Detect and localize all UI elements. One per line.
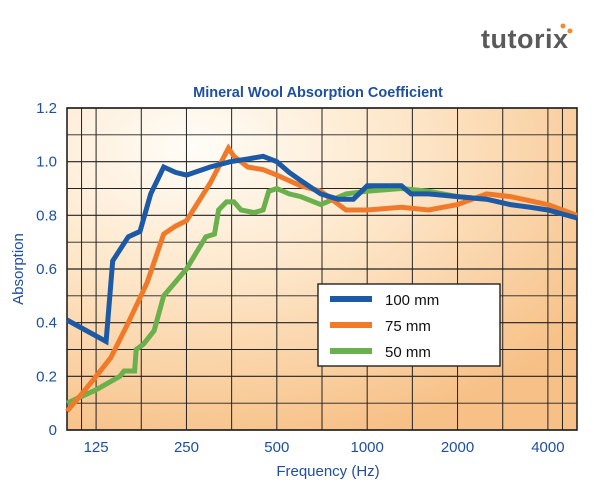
x-tick-label: 500 [264, 439, 289, 456]
plot-frame [66, 107, 578, 431]
legend-label: 50 mm [385, 344, 431, 361]
x-tick-labels: 125 250 500 1000 2000 4000 [84, 439, 565, 456]
x-tick-label: 2000 [441, 439, 474, 456]
legend: 100 mm 75 mm 50 mm [317, 283, 501, 367]
x-tick-label: 250 [174, 439, 199, 456]
y-tick-label: 1.0 [36, 154, 57, 171]
series-line-50-mm [65, 185, 487, 406]
y-tick-label: 0.4 [36, 315, 57, 332]
y-tick-label: 0 [49, 422, 57, 439]
series-line-75-mm [65, 143, 578, 413]
y-tick-label: 1.2 [36, 100, 57, 117]
logo-dots-icon [560, 23, 573, 34]
tutorix-logo: tutorix [481, 22, 581, 56]
legend-label: 75 mm [385, 318, 431, 335]
y-tick-label: 0.6 [36, 261, 57, 278]
logo-text: tutorix [481, 24, 569, 54]
x-tick-label: 125 [84, 439, 109, 456]
y-tick-label: 0.2 [36, 368, 57, 385]
series-lines [65, 143, 578, 413]
x-tick-label: 4000 [531, 439, 564, 456]
y-axis-label: Absorption [10, 233, 27, 305]
x-tick-label: 1000 [350, 439, 383, 456]
x-axis-label: Frequency (Hz) [276, 463, 379, 480]
series-line-100-mm [65, 153, 578, 346]
y-tick-label: 0.8 [36, 207, 57, 224]
legend-label: 100 mm [385, 292, 439, 309]
chart-title: Mineral Wool Absorption Coefficient [193, 85, 443, 101]
y-tick-labels: 0 0.2 0.4 0.6 0.8 1.0 1.2 [36, 100, 57, 439]
